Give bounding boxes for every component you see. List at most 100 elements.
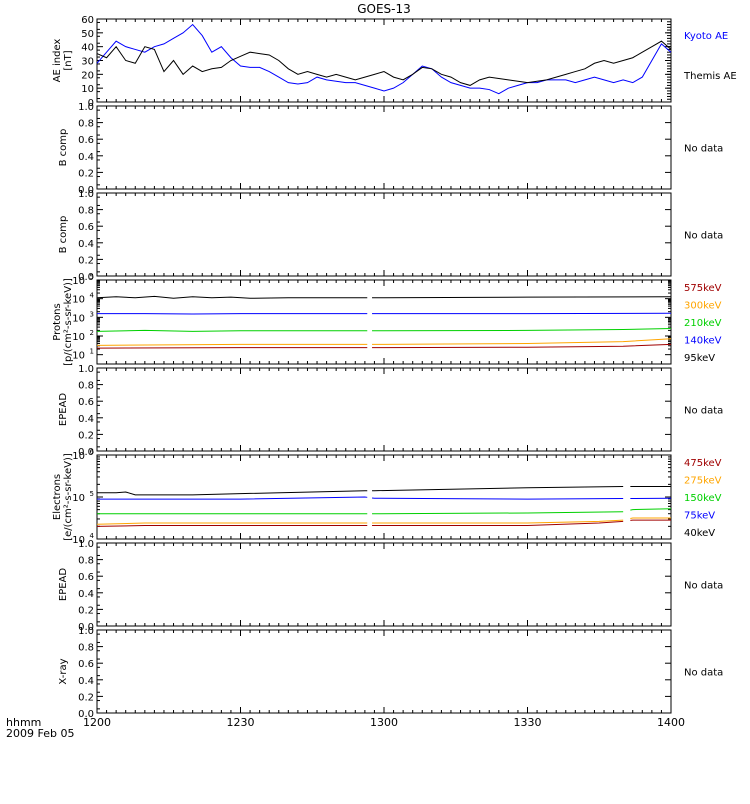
y-tick-label: 0.4 — [78, 152, 94, 163]
y-tick-label: 10 — [72, 493, 85, 504]
y-tick-exponent: 4 — [90, 292, 95, 300]
y-tick-exponent: 6 — [90, 448, 95, 456]
legend-300kev: 300keV — [684, 301, 722, 312]
y-axis-label: AE index — [52, 39, 63, 83]
legend-75kev: 75keV — [684, 511, 715, 522]
y-tick-label: 0.8 — [78, 381, 94, 392]
y-tick-label: 0.2 — [78, 430, 94, 441]
y-tick-label: 0.8 — [78, 206, 94, 217]
series-line-275kev — [630, 518, 671, 519]
y-tick-label: 30 — [81, 57, 94, 68]
series-line-210kev — [97, 330, 367, 331]
no-data-label: No data — [684, 668, 723, 679]
y-tick-label: 1.0 — [78, 364, 94, 375]
legend-kyoto-ae: Kyoto AE — [684, 31, 728, 42]
x-tick-label: 1200 — [83, 716, 111, 729]
legend-475kev: 475keV — [684, 458, 722, 469]
x-axis-date-label: 2009 Feb 05 — [6, 727, 74, 740]
series-line-275kev — [97, 523, 367, 524]
legend-95kev: 95keV — [684, 353, 715, 364]
y-tick-label: 0.6 — [78, 397, 94, 408]
y-tick-label: 10 — [72, 332, 85, 343]
legend-140kev: 140keV — [684, 336, 722, 347]
y-axis-label: B comp — [58, 216, 69, 254]
x-tick-label: 1230 — [227, 716, 255, 729]
x-tick-label: 1400 — [657, 716, 685, 729]
y-axis-label-units: [nT] — [63, 50, 74, 70]
y-tick-label: 0.6 — [78, 222, 94, 233]
panel-frame — [97, 280, 671, 364]
y-tick-label: 10 — [72, 451, 85, 462]
y-tick-label: 1.0 — [78, 626, 94, 637]
panel-frame — [97, 630, 671, 713]
series-line-210kev — [372, 329, 671, 331]
y-tick-label: 50 — [81, 29, 94, 40]
series-line-themis-ae — [97, 41, 671, 85]
series-line-475kev — [97, 526, 367, 527]
panel-frame — [97, 455, 671, 539]
legend-themis-ae: Themis AE — [683, 71, 737, 82]
legend-275kev: 275keV — [684, 476, 722, 487]
y-tick-label: 1.0 — [78, 539, 94, 550]
series-line-575kev — [97, 348, 367, 349]
y-tick-label: 0.8 — [78, 556, 94, 567]
y-axis-label: X-ray — [58, 658, 69, 684]
y-axis-label: Electrons — [52, 474, 63, 520]
series-line-150kev — [372, 512, 623, 514]
panel-frame — [97, 543, 671, 626]
series-line-kyoto-ae — [97, 25, 671, 94]
panel-frame — [97, 19, 671, 102]
series-line-95kev — [97, 296, 367, 298]
series-line-40kev — [372, 487, 623, 491]
y-tick-exponent: 5 — [90, 490, 94, 498]
y-tick-label: 0.8 — [78, 643, 94, 654]
y-tick-exponent: 1 — [90, 348, 94, 356]
series-line-300kev — [97, 344, 367, 345]
legend-150kev: 150keV — [684, 493, 722, 504]
panel-frame — [97, 368, 671, 451]
y-tick-label: 20 — [81, 70, 94, 81]
y-tick-label: 1.0 — [78, 102, 94, 113]
x-tick-label: 1300 — [370, 716, 398, 729]
y-axis-label: B comp — [58, 129, 69, 167]
series-line-575kev — [372, 344, 671, 347]
y-tick-label: 0.4 — [78, 676, 94, 687]
y-tick-label: 1.0 — [78, 189, 94, 200]
y-tick-label: 0.4 — [78, 589, 94, 600]
y-tick-label: 0.2 — [78, 168, 94, 179]
y-tick-label: 0.4 — [78, 414, 94, 425]
y-tick-label: 0.2 — [78, 605, 94, 616]
y-tick-exponent: 5 — [90, 273, 94, 281]
no-data-label: No data — [684, 231, 723, 242]
panel-frame — [97, 106, 671, 189]
series-line-75kev — [97, 497, 367, 499]
series-line-300kev — [372, 339, 671, 345]
y-tick-label: 10 — [72, 295, 85, 306]
y-tick-label: 0.6 — [78, 572, 94, 583]
series-line-95kev — [372, 297, 671, 298]
no-data-label: No data — [684, 144, 723, 155]
legend-575kev: 575keV — [684, 283, 722, 294]
y-tick-label: 10 — [81, 84, 94, 95]
chart-title: GOES-13 — [357, 2, 411, 16]
y-tick-exponent: 2 — [90, 329, 94, 337]
y-tick-label: 60 — [81, 15, 94, 26]
y-tick-exponent: 3 — [90, 310, 94, 318]
y-tick-label: 0.2 — [78, 692, 94, 703]
y-tick-label: 10 — [72, 313, 85, 324]
legend-210kev: 210keV — [684, 318, 722, 329]
y-tick-label: 0.4 — [78, 239, 94, 250]
series-line-150kev — [630, 509, 671, 510]
y-tick-label: 0.2 — [78, 255, 94, 266]
